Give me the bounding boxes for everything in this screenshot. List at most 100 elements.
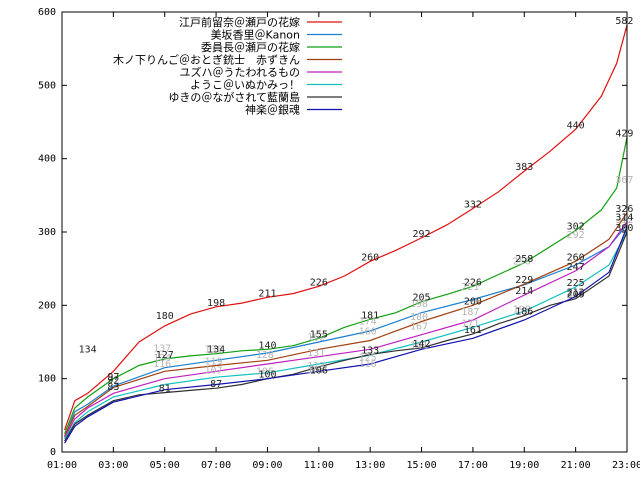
faded-data-label: 116 [359,359,377,370]
data-label: 212 [567,288,585,299]
data-label: 180 [156,311,174,322]
plot-frame [61,11,628,453]
legend-label: 江戸前留奈＠瀬戸の花嫁 [179,15,300,29]
legend-label: 委員長＠瀬戸の花嫁 [201,40,300,54]
x-tick-label: 19:00 [509,460,539,471]
series-line-2 [64,224,628,438]
faded-data-label: 119 [204,357,222,368]
faded-data-label: 174 [359,316,377,327]
faded-data-label: 180 [410,312,428,323]
y-tick-label: 200 [38,300,56,311]
data-label: 226 [464,277,482,288]
data-label: 186 [515,307,533,318]
faded-data-label: 137 [153,344,171,355]
data-label: 582 [615,16,633,27]
data-label: 226 [310,277,328,288]
faded-data-label: 107 [204,366,222,377]
data-label: 214 [515,286,533,297]
data-label: 383 [515,162,533,173]
data-label: 100 [258,370,276,381]
y-tick-label: 100 [38,374,56,385]
data-label: 87 [210,379,222,390]
data-label: 229 [515,275,533,286]
data-label: 258 [515,254,533,265]
data-label: 429 [615,128,633,139]
y-tick-label: 300 [38,227,56,238]
series-lines [64,25,628,444]
data-label: 142 [413,339,431,350]
faded-data-label: 136 [204,344,222,355]
faded-data-label: 190 [513,305,531,316]
legend-label: ようこ＠いぬかみっ！ [190,79,300,92]
x-tick-label: 09:00 [252,460,282,471]
data-label: 209 [567,290,585,301]
data-label: 161 [464,325,482,336]
faded-data-label: 116 [153,359,171,370]
data-label: 134 [79,345,97,356]
faded-data-label: 187 [461,307,479,318]
y-tick-label: 600 [38,7,56,18]
data-label: 440 [567,120,585,131]
faded-data-label: 113 [307,361,325,372]
x-tick-label: 03:00 [98,460,128,471]
series-line-7 [64,231,628,442]
data-label: 211 [258,288,276,299]
faded-data-label: 256 [513,256,531,267]
data-label: 83 [107,382,119,393]
data-labels: 1371241161361191071281061521311131081741… [79,16,634,394]
x-tick-label: 15:00 [406,460,436,471]
y-tick-label: 0 [50,447,56,458]
data-label: 292 [413,229,431,240]
data-label: 140 [258,340,276,351]
series-line-8 [64,226,628,444]
data-label: 332 [464,200,482,211]
data-label: 134 [207,345,225,356]
data-label: 225 [567,278,585,289]
series-line-4 [64,212,628,437]
x-tick-label: 13:00 [355,460,385,471]
faded-data-label: 128 [256,350,274,361]
data-label: 181 [361,310,379,321]
data-label: 133 [361,345,379,356]
x-tick-label: 21:00 [561,460,591,471]
data-label: 92 [107,376,119,387]
y-tick-label: 400 [38,154,56,165]
data-label: 81 [159,384,171,395]
x-tick-label: 23:00 [612,460,640,471]
data-label: 314 [615,213,633,224]
data-label: 260 [361,252,379,263]
legend: 江戸前留奈＠瀬戸の花嫁美坂香里＠Kanon委員長＠瀬戸の花嫁木ノ下りんご＠おとぎ… [113,15,342,117]
faded-data-label: 106 [256,366,274,377]
data-label: 260 [567,252,585,263]
x-tick-label: 07:00 [201,460,231,471]
faded-data-label: 152 [307,333,325,344]
x-tick-label: 05:00 [150,460,180,471]
data-label: 127 [156,350,174,361]
faded-data-label: 124 [153,353,171,364]
faded-data-label: 160 [359,327,377,338]
x-tick-label: 11:00 [304,460,334,471]
legend-label: 神楽＠銀魂 [245,103,300,117]
x-tick-label: 01:00 [47,460,77,471]
data-label: 302 [567,222,585,233]
data-label: 205 [413,293,431,304]
faded-data-label: 167 [410,322,428,333]
y-tick-label: 500 [38,80,56,91]
series-line-3 [64,137,628,434]
faded-data-label: 108 [307,365,325,376]
series-line-1 [64,25,628,431]
x-tick-label: 17:00 [458,460,488,471]
data-label: 200 [464,296,482,307]
legend-label: ゆきの＠ながされて藍蘭島 [168,90,300,104]
faded-data-label: 221 [461,282,479,293]
faded-data-label: 125 [359,352,377,363]
data-label: 326 [615,204,633,215]
legend-label: 美坂香里＠Kanon [211,29,300,42]
data-label: 247 [567,262,585,273]
legend-label: ユズハ＠うたわれるもの [180,65,300,79]
axis-labels: 0 100 200 300 400 500 600 01:00 03:00 05:00 07:00 0… [38,7,640,471]
data-label: 155 [310,329,328,340]
faded-data-label: 312 [615,215,633,226]
legend-label: 木ノ下りんご＠おとぎ銃士 赤ずきん [113,53,300,67]
